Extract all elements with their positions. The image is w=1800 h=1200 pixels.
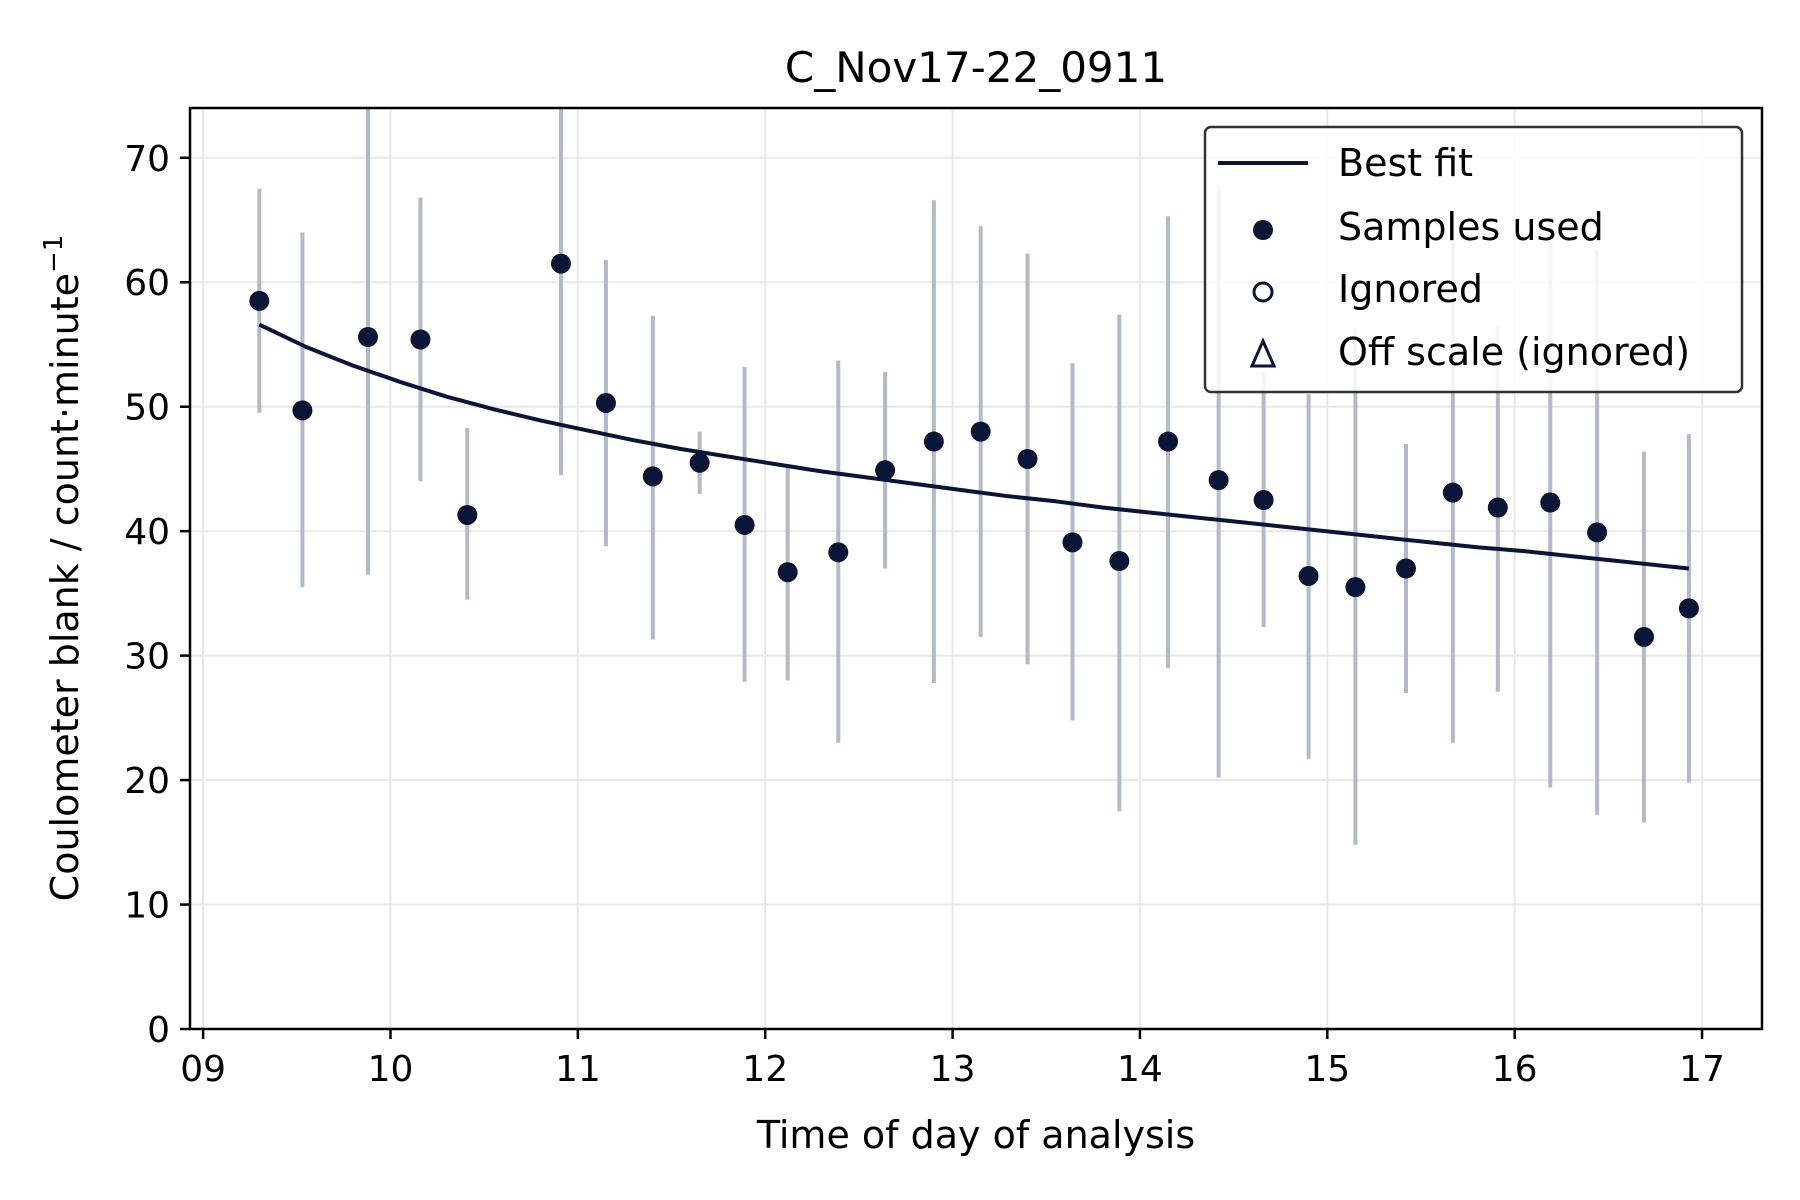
- sample-point: [923, 431, 944, 452]
- x-axis-label: Time of day of analysis: [756, 1113, 1195, 1157]
- chart-title: C_Nov17-22_0911: [785, 43, 1167, 92]
- sample-point: [1540, 492, 1561, 513]
- sample-point: [550, 253, 571, 274]
- best-fit-layer: [258, 322, 1690, 571]
- sample-point: [1062, 532, 1083, 553]
- sample-point: [1678, 598, 1699, 619]
- legend: Best fit Samples used Ignored Off scale …: [1203, 125, 1744, 394]
- sample-point: [1396, 558, 1417, 579]
- sample-point: [875, 460, 896, 481]
- y-axis-ticks: 0 10 20 30 40 50 60 70: [124, 139, 190, 1051]
- plot-frame: [188, 106, 1764, 1031]
- legend-best-fit-label: Best fit: [1338, 141, 1473, 185]
- sample-point: [357, 327, 378, 348]
- best-fit-line: [258, 322, 1690, 571]
- sample-point: [410, 329, 431, 350]
- y-tick-label: 10: [124, 886, 170, 927]
- y-axis-label-sup: −1: [39, 235, 69, 273]
- y-tick-label: 50: [124, 388, 170, 429]
- x-tick-label: 10: [368, 1049, 414, 1090]
- y-tick-label: 0: [147, 1010, 170, 1051]
- sample-point: [777, 562, 798, 583]
- sample-point: [1017, 448, 1038, 469]
- y-tick-label: 20: [124, 761, 170, 802]
- sample-point: [1487, 497, 1508, 518]
- legend-samples-used-label: Samples used: [1338, 205, 1604, 249]
- x-tick-label: 12: [742, 1049, 788, 1090]
- sample-point: [1158, 431, 1179, 452]
- legend-off-scale-label: Off scale (ignored): [1338, 330, 1690, 374]
- sample-point: [1253, 490, 1274, 511]
- legend-ignored-label: Ignored: [1338, 267, 1483, 311]
- x-tick-label: 13: [930, 1049, 976, 1090]
- sample-point: [1587, 522, 1608, 543]
- sample-point: [1298, 565, 1319, 586]
- sample-markers: [249, 253, 1699, 647]
- sample-point: [689, 452, 710, 473]
- legend-box: [1203, 125, 1744, 394]
- sample-point: [642, 466, 663, 487]
- sample-point: [970, 421, 991, 442]
- x-tick-label: 17: [1679, 1049, 1725, 1090]
- x-tick-label: 11: [555, 1049, 601, 1090]
- sample-point: [249, 290, 270, 311]
- legend-samples-used-swatch: [1253, 220, 1273, 240]
- y-tick-label: 60: [124, 263, 170, 304]
- y-tick-label: 30: [124, 637, 170, 678]
- sample-point: [1442, 482, 1463, 503]
- legend-off-scale-swatch: [1249, 337, 1277, 368]
- sample-point: [457, 504, 478, 525]
- sample-point: [828, 542, 849, 563]
- y-axis-label: Coulometer blank / count·minute−1: [39, 235, 87, 902]
- x-tick-label: 15: [1304, 1049, 1350, 1090]
- legend-ignored-swatch: [1252, 281, 1274, 303]
- x-tick-label: 09: [180, 1049, 226, 1090]
- sample-point: [1345, 577, 1366, 598]
- sample-point: [1633, 626, 1654, 647]
- x-tick-label: 14: [1117, 1049, 1163, 1090]
- x-axis-ticks: 09 10 11 12 13 14 15 16 17: [180, 1029, 1725, 1090]
- sample-point: [1109, 551, 1130, 572]
- sample-point: [595, 392, 616, 413]
- y-tick-label: 40: [124, 512, 170, 553]
- x-tick-label: 16: [1492, 1049, 1538, 1090]
- sample-point: [1208, 470, 1229, 491]
- y-axis-label-main: Coulometer blank / count·minute: [43, 273, 87, 901]
- sample-point: [292, 400, 313, 421]
- sample-point: [734, 514, 755, 535]
- y-tick-label: 70: [124, 139, 170, 180]
